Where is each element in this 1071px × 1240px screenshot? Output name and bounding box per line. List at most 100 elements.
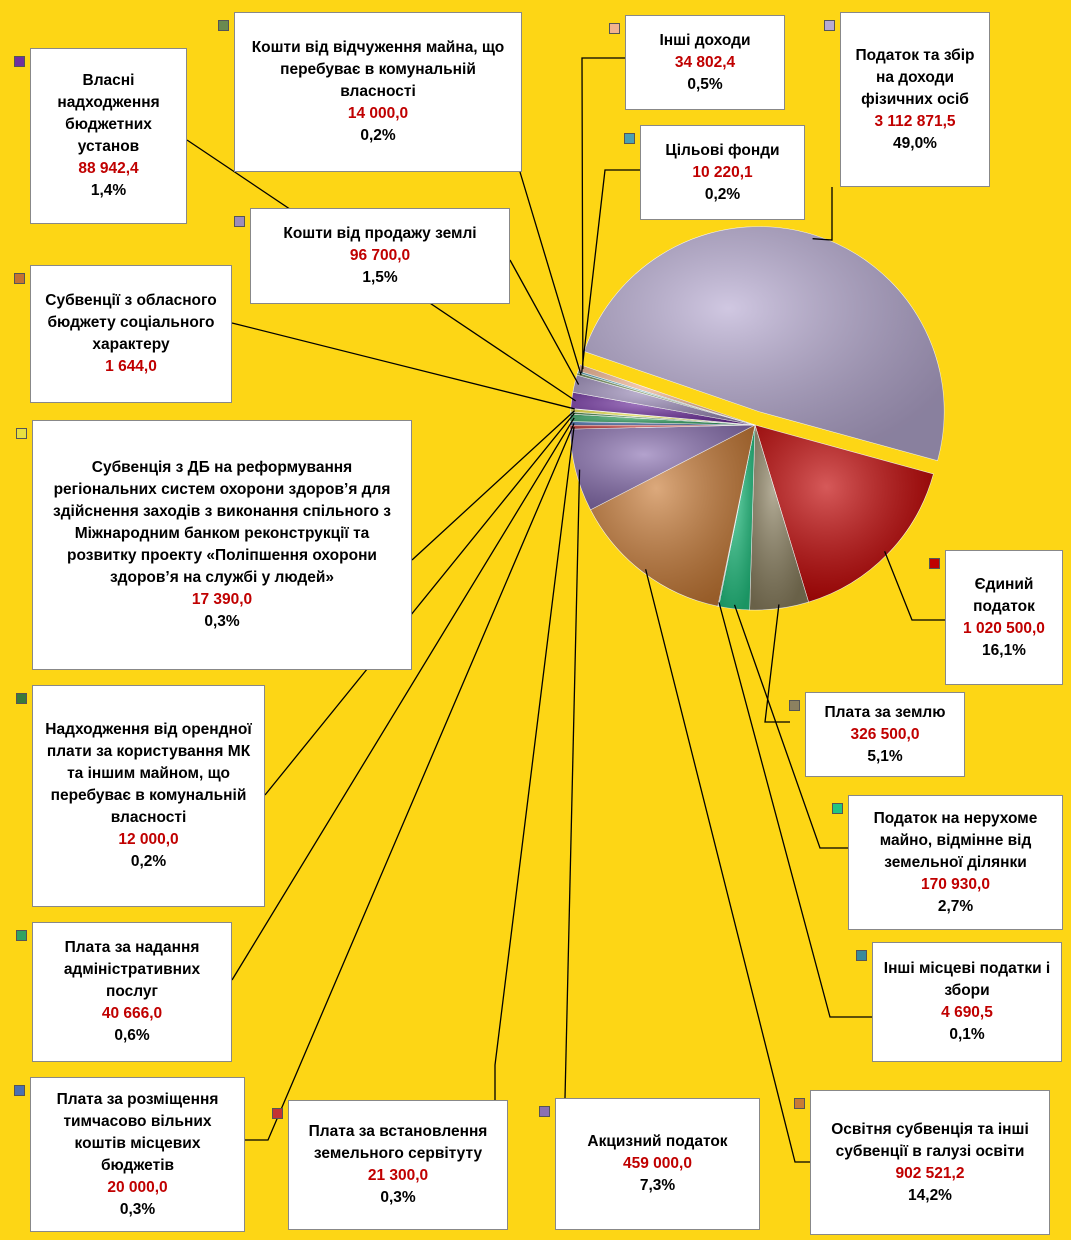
value-label: 21 300,0 bbox=[367, 1167, 429, 1184]
percent-label: 49,0% bbox=[893, 134, 937, 152]
slice-label: Власні надходження бюджетних установ bbox=[57, 72, 160, 155]
label-box: Плата за встановлення земельного сервіту… bbox=[288, 1100, 508, 1230]
slice-label: Податок та збір на доходи фізичних осіб bbox=[855, 46, 975, 108]
value-label: 14 000,0 bbox=[347, 105, 409, 122]
slice-label: Інші доходи bbox=[659, 31, 751, 49]
percent-label: 0,6% bbox=[114, 1027, 150, 1044]
legend-icon bbox=[794, 1098, 805, 1109]
percent-label: 14,2% bbox=[908, 1186, 952, 1204]
label-box: Інші доходи 34 802,4 0,5% bbox=[625, 15, 785, 110]
slice-label: Кошти від продажу землі bbox=[283, 225, 477, 242]
label-box: Власні надходження бюджетних установ 88 9… bbox=[30, 48, 187, 224]
leader-line bbox=[509, 259, 580, 385]
leader-line bbox=[494, 427, 575, 1100]
slice-label: Податок на нерухоме майно, відмінне від … bbox=[873, 809, 1038, 871]
legend-icon bbox=[16, 930, 27, 941]
value-label: 17 390,0 bbox=[191, 591, 253, 608]
leader-line bbox=[884, 551, 945, 621]
percent-label: 7,3% bbox=[639, 1177, 676, 1194]
legend-icon bbox=[824, 20, 835, 31]
legend-icon bbox=[218, 20, 229, 31]
slice-label: Субвенція з ДБ на реформування регіональ… bbox=[52, 459, 392, 586]
label-box: Кошти від відчуження майна, що перебуває… bbox=[234, 12, 522, 172]
percent-label: 0,3% bbox=[119, 1200, 156, 1218]
label-box: Цільові фонди 10 220,1 0,2% bbox=[640, 125, 805, 220]
slice-label: Субвенції з обласного бюджету соціальног… bbox=[45, 292, 217, 353]
percent-label: 0,5% bbox=[687, 75, 723, 93]
percent-label: 0,3% bbox=[204, 613, 240, 630]
label-box: Плата за землю 326 500,0 5,1% bbox=[805, 692, 965, 777]
legend-icon bbox=[14, 56, 25, 67]
leader-line bbox=[764, 604, 790, 723]
label-box: Акцизний податок 459 000,0 7,3% bbox=[555, 1098, 760, 1230]
leader-line bbox=[245, 423, 575, 1141]
leader-line bbox=[564, 469, 581, 1099]
label-box: Субвенція з ДБ на реформування регіональ… bbox=[32, 420, 412, 670]
slice-label: Кошти від відчуження майна, що перебуває… bbox=[251, 39, 505, 100]
label-box: Субвенції з обласного бюджету соціальног… bbox=[30, 265, 232, 403]
label-box: Податок на нерухоме майно, відмінне від … bbox=[848, 795, 1063, 930]
leader-line bbox=[264, 412, 575, 796]
legend-icon bbox=[929, 558, 940, 569]
legend-icon bbox=[539, 1106, 550, 1117]
slice-label: Акцизний податок bbox=[587, 1133, 728, 1150]
legend-icon bbox=[272, 1108, 283, 1119]
label-box: Плата за надання адміністративних послуг… bbox=[32, 922, 232, 1062]
legend-icon bbox=[624, 133, 635, 144]
value-label: 902 521,2 bbox=[895, 1164, 965, 1182]
slice-label: Плата за надання адміністративних послуг bbox=[63, 939, 201, 1000]
percent-label: 0,2% bbox=[704, 185, 741, 203]
value-label: 326 500,0 bbox=[850, 725, 920, 743]
value-label: 34 802,4 bbox=[674, 53, 736, 71]
leader-line bbox=[411, 410, 576, 561]
percent-label: 2,7% bbox=[937, 897, 974, 915]
legend-icon bbox=[14, 1085, 25, 1096]
legend-icon bbox=[832, 803, 843, 814]
slice-label: Цільові фонди bbox=[665, 141, 780, 159]
percent-label: 1,5% bbox=[362, 269, 398, 286]
slice-label: Інші місцеві податки і збори bbox=[883, 960, 1051, 999]
slice-label: Плата за землю bbox=[824, 703, 946, 721]
percent-label: 16,1% bbox=[982, 641, 1026, 659]
percent-label: 0,3% bbox=[380, 1189, 416, 1206]
value-label: 40 666,0 bbox=[101, 1005, 163, 1022]
leader-line bbox=[231, 322, 575, 410]
legend-icon bbox=[16, 693, 27, 704]
label-box: Єдиний податок 1 020 500,0 16,1% bbox=[945, 550, 1063, 685]
slice-label: Освітня субвенція та інші субвенції в га… bbox=[831, 1120, 1029, 1160]
percent-label: 0,1% bbox=[949, 1026, 985, 1043]
legend-icon bbox=[609, 23, 620, 34]
leader-line bbox=[645, 569, 810, 1163]
label-box: Освітня субвенція та інші субвенції в га… bbox=[810, 1090, 1050, 1235]
legend-icon bbox=[234, 216, 245, 227]
leader-line bbox=[581, 57, 625, 370]
slice-label: Єдиний податок bbox=[973, 575, 1035, 615]
legend-icon bbox=[16, 428, 27, 439]
leader-line bbox=[812, 187, 833, 241]
value-label: 20 000,0 bbox=[107, 1178, 168, 1196]
legend-icon bbox=[789, 700, 800, 711]
label-box: Плата за розміщення тимчасово вільних ко… bbox=[30, 1077, 245, 1232]
label-box: Надходження від орендної плати за корист… bbox=[32, 685, 265, 907]
leader-line bbox=[718, 602, 872, 1018]
percent-label: 0,2% bbox=[360, 127, 396, 144]
label-box: Кошти від продажу землі 96 700,0 1,5% bbox=[250, 208, 510, 304]
percent-label: 1,4% bbox=[90, 182, 127, 199]
value-label: 4 690,5 bbox=[941, 1004, 993, 1021]
leader-line bbox=[733, 604, 848, 849]
leader-line bbox=[519, 171, 582, 376]
leader-line bbox=[231, 417, 575, 981]
legend-icon bbox=[856, 950, 867, 961]
leader-line bbox=[581, 169, 640, 373]
label-box: Податок та збір на доходи фізичних осіб 3… bbox=[840, 12, 990, 187]
value-label: 10 220,1 bbox=[692, 163, 753, 181]
value-label: 88 942,4 bbox=[78, 160, 139, 177]
value-label: 1 644,0 bbox=[105, 358, 157, 375]
legend-icon bbox=[14, 273, 25, 284]
percent-label: 0,2% bbox=[130, 853, 167, 870]
slice-label: Плата за встановлення земельного сервіту… bbox=[308, 1123, 488, 1162]
slice-label: Надходження від орендної плати за корист… bbox=[45, 721, 252, 826]
slice-label: Плата за розміщення тимчасово вільних ко… bbox=[56, 1090, 219, 1174]
value-label: 170 930,0 bbox=[921, 875, 990, 893]
